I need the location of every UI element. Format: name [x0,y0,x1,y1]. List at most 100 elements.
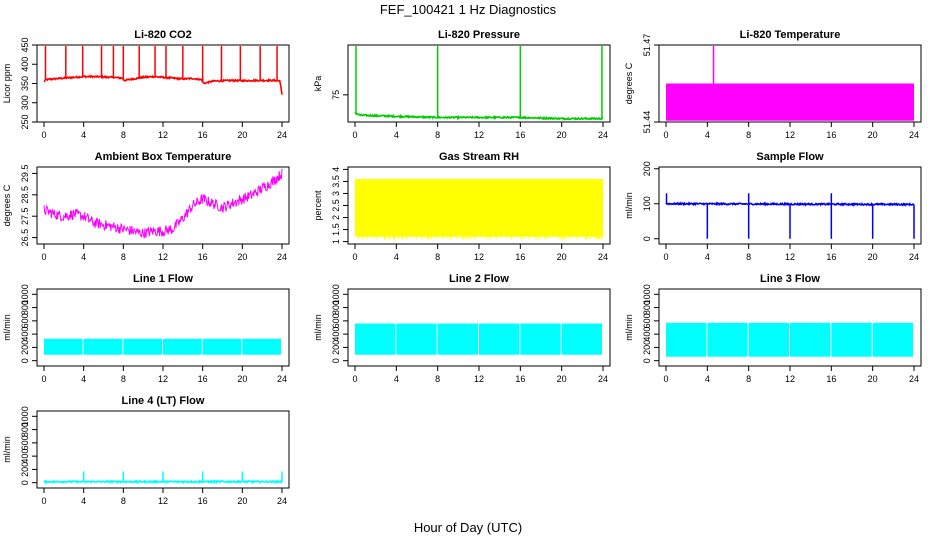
y-axis-label: ml/min [624,192,634,219]
x-tick-label: 4 [394,374,399,384]
y-tick-label: 400 [20,57,30,72]
x-tick-label: 4 [705,252,710,262]
y-tick-label: 1 [331,239,341,244]
data-band [520,323,561,355]
figure-xlabel: Hour of Day (UTC) [414,520,522,535]
x-tick-label: 16 [515,374,525,384]
x-tick-label: 0 [352,130,357,140]
data-band [437,323,478,355]
figure-title: FEF_100421 1 Hz Diagnostics [380,2,557,17]
x-tick-label: 24 [909,130,919,140]
y-axis-label: ml/min [2,436,12,463]
x-tick-label: 8 [435,130,440,140]
y-tick-label: 27.5 [20,207,30,225]
data-band [790,322,831,357]
x-tick-label: 16 [515,130,525,140]
x-tick-label: 24 [909,252,919,262]
x-tick-label: 24 [277,496,287,506]
x-tick-label: 12 [158,130,168,140]
y-tick-label: 75 [331,90,341,100]
panel-title: Sample Flow [756,151,824,163]
panel-title: Line 1 Flow [133,273,193,285]
y-tick-label: 600 [642,313,652,328]
x-tick-label: 0 [41,252,46,262]
y-axis-label: Licor ppm [2,64,12,104]
data-band [44,338,83,355]
x-tick-label: 4 [81,130,86,140]
data-band [707,322,748,357]
x-tick-label: 4 [81,252,86,262]
x-tick-label: 24 [598,130,608,140]
x-tick-label: 20 [557,252,567,262]
y-tick-label: 0 [642,358,652,363]
x-tick-label: 0 [41,130,46,140]
y-tick-label: 250 [20,114,30,129]
panel-title: Line 4 (LT) Flow [122,395,205,407]
x-tick-label: 4 [705,130,710,140]
data-band [202,338,242,355]
x-tick-label: 16 [198,130,208,140]
x-tick-label: 16 [198,496,208,506]
y-tick-label: 3.5 [331,175,341,188]
data-band [666,83,914,121]
y-tick-label: 400 [331,327,341,342]
series-line [43,168,283,239]
x-tick-label: 4 [705,374,710,384]
y-axis-label: degrees C [624,62,634,104]
y-tick-label: 2 [331,215,341,220]
y-tick-label: 600 [331,313,341,328]
x-tick-label: 12 [158,252,168,262]
x-tick-label: 20 [237,374,247,384]
plot-frame [347,44,611,123]
x-tick-label: 24 [598,252,608,262]
x-tick-label: 12 [785,130,795,140]
y-tick-label: 800 [642,300,652,315]
x-tick-label: 12 [158,374,168,384]
panel-title: Li-820 CO2 [134,29,191,41]
y-tick-label: 400 [20,327,30,342]
y-axis-label: ml/min [624,314,634,341]
x-tick-label: 20 [868,252,878,262]
y-axis-label: ml/min [2,314,12,341]
x-tick-label: 12 [785,252,795,262]
x-tick-label: 12 [474,252,484,262]
x-tick-label: 20 [868,374,878,384]
x-tick-label: 12 [158,496,168,506]
panel-title: Li-820 Pressure [438,29,520,41]
y-tick-label: 200 [331,340,341,355]
y-tick-label: 1000 [20,406,30,426]
data-band [355,323,396,355]
y-tick-label: 0 [642,236,652,241]
y-tick-label: 800 [20,422,30,437]
y-tick-label: 200 [642,161,652,176]
y-tick-label: 0 [20,358,30,363]
series-line [354,111,604,121]
x-tick-label: 16 [198,252,208,262]
data-band [242,338,281,355]
x-tick-label: 8 [746,374,751,384]
x-tick-label: 16 [515,252,525,262]
x-tick-label: 20 [237,252,247,262]
x-tick-label: 8 [121,252,126,262]
x-tick-label: 4 [394,130,399,140]
data-band [355,179,603,237]
y-tick-label: 1000 [642,284,652,304]
y-tick-label: 100 [642,196,652,211]
y-tick-label: 200 [642,340,652,355]
data-band [83,338,123,355]
y-tick-label: 400 [20,449,30,464]
x-tick-label: 0 [663,252,668,262]
chart-panel: Gas Stream RH percent 0 4 8 12 16 20 24 1 1.5 2 2.5 3… [313,151,611,262]
chart-panel: Ambient Box Temperature degrees C 0 4 8 12 16 2… [2,151,290,262]
x-tick-label: 0 [41,496,46,506]
x-tick-label: 0 [41,374,46,384]
y-tick-label: 26.5 [20,229,30,247]
y-tick-label: 600 [20,435,30,450]
x-tick-label: 12 [785,374,795,384]
y-tick-label: 0 [331,358,341,363]
y-axis-label: kPa [313,76,323,92]
y-tick-label: 0 [20,480,30,485]
x-tick-label: 0 [663,130,668,140]
chart-panel: Li-820 CO2 Licor ppm 0 4 8 12 16 20 24 250 300 350 4… [2,29,290,140]
